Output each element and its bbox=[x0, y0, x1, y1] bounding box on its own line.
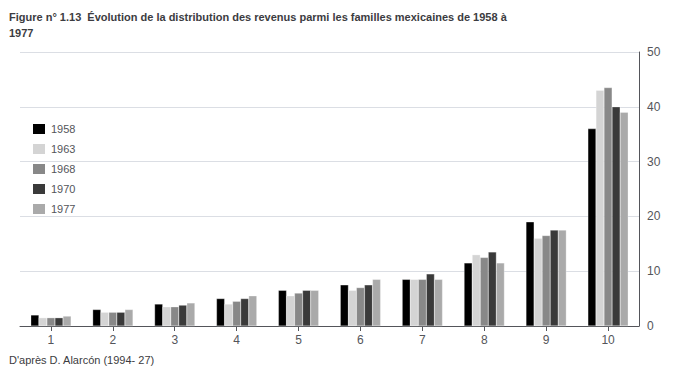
svg-text:7: 7 bbox=[419, 333, 426, 347]
svg-text:6: 6 bbox=[357, 333, 364, 347]
svg-text:1958: 1958 bbox=[51, 123, 75, 135]
svg-text:1977: 1977 bbox=[9, 27, 33, 39]
svg-text:20: 20 bbox=[647, 209, 661, 223]
svg-text:3: 3 bbox=[171, 333, 178, 347]
svg-text:1: 1 bbox=[48, 333, 55, 347]
svg-text:10: 10 bbox=[601, 333, 615, 347]
svg-text:D'après D. Alarcón (1994- 27): D'après D. Alarcón (1994- 27) bbox=[9, 354, 154, 366]
svg-text:1977: 1977 bbox=[51, 203, 75, 215]
svg-text:1963: 1963 bbox=[51, 143, 75, 155]
svg-text:0: 0 bbox=[647, 319, 654, 333]
svg-text:10: 10 bbox=[647, 264, 661, 278]
svg-text:9: 9 bbox=[543, 333, 550, 347]
svg-text:50: 50 bbox=[647, 45, 661, 59]
svg-text:4: 4 bbox=[233, 333, 240, 347]
svg-text:8: 8 bbox=[481, 333, 488, 347]
svg-text:2: 2 bbox=[110, 333, 117, 347]
svg-text:5: 5 bbox=[295, 333, 302, 347]
svg-text:40: 40 bbox=[647, 100, 661, 114]
svg-text:1970: 1970 bbox=[51, 183, 75, 195]
svg-text:1968: 1968 bbox=[51, 163, 75, 175]
svg-text:30: 30 bbox=[647, 155, 661, 169]
svg-text:Figure n° 1.13 Évolution de l: Figure n° 1.13 Évolution de la distribut… bbox=[9, 11, 508, 23]
